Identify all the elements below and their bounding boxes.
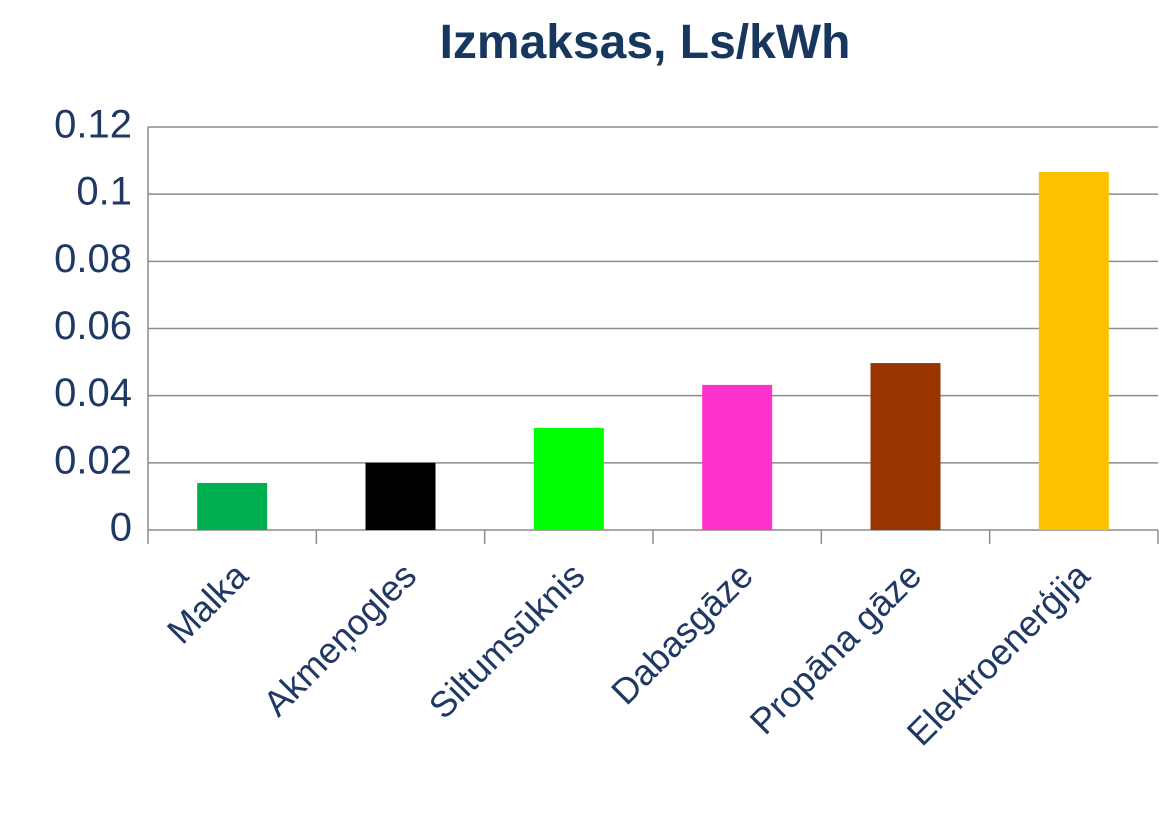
chart-title: Izmaksas, Ls/kWh (440, 16, 851, 69)
bar (1038, 172, 1109, 531)
y-tick-label: 0 (110, 506, 132, 550)
bar (365, 462, 436, 530)
y-tick-label: 0.02 (54, 438, 132, 482)
bar (870, 363, 941, 530)
y-tick-label: 0.06 (54, 304, 132, 348)
bar (702, 384, 773, 530)
bar (197, 482, 268, 530)
y-tick-label: 0.08 (54, 237, 132, 281)
bar (533, 427, 604, 530)
y-tick-label: 0.04 (54, 371, 132, 415)
y-tick-label: 0.12 (54, 103, 132, 147)
x-tick-label: Malka (159, 554, 257, 652)
x-tick-label: Siltumsūknis (421, 555, 593, 727)
y-tick-label: 0.1 (76, 170, 132, 214)
x-tick-label: Akmeņogles (255, 555, 424, 724)
x-tick-label: Dabasgāze (603, 555, 761, 713)
x-tick-label: Propāna gāze (742, 555, 930, 743)
